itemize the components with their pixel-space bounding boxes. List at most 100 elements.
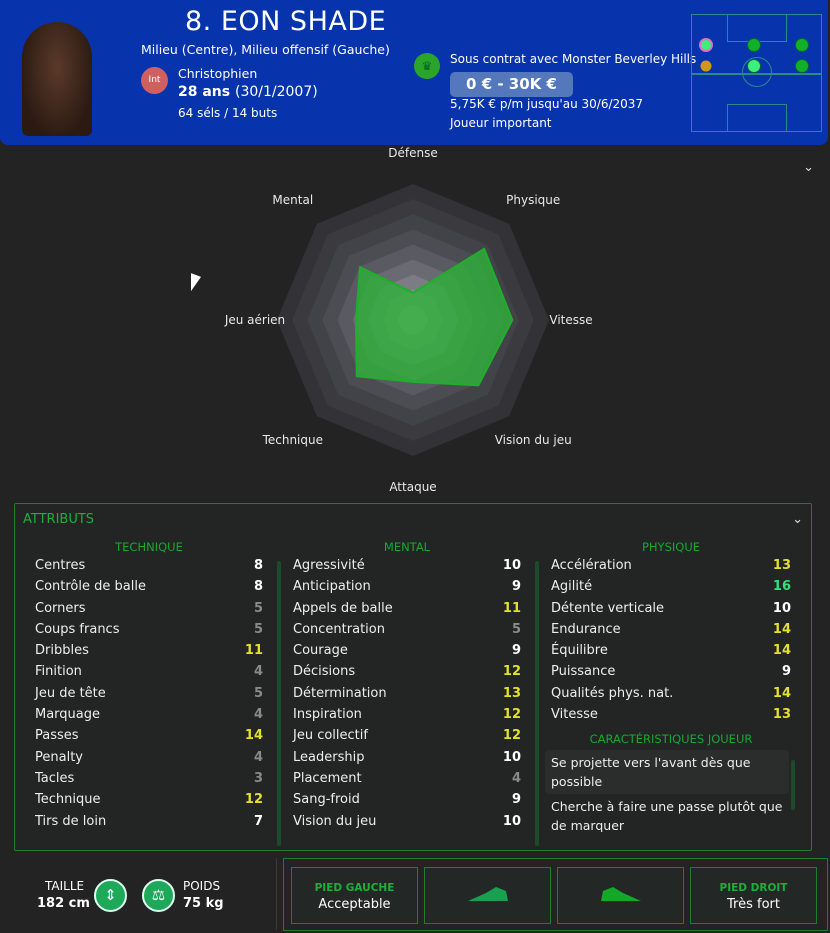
attribute-row[interactable]: Agilité 16 (551, 579, 791, 600)
attribute-row[interactable]: Accélération 13 (551, 558, 791, 579)
radar-axis-label: Défense (388, 146, 438, 160)
attribute-row[interactable]: Leadership 10 (293, 750, 521, 771)
attribute-row[interactable]: Jeu collectif 12 (293, 728, 521, 749)
attribute-value: 13 (772, 707, 791, 723)
attribute-value: 4 (511, 770, 521, 786)
attribute-name: Appels de balle (293, 600, 393, 616)
attribute-row[interactable]: Finition 4 (35, 664, 263, 685)
attribute-value: 12 (502, 664, 521, 680)
weight-icon: ⚖ (142, 879, 175, 912)
player-header: 8. EON SHADE Milieu (Centre), Milieu off… (0, 0, 828, 145)
attribute-row[interactable]: Détente verticale 10 (551, 601, 791, 622)
scrollbar[interactable] (535, 561, 539, 846)
position-dot (747, 38, 761, 52)
player-photo (22, 22, 92, 136)
chevron-down-icon[interactable]: ⌄ (803, 160, 814, 175)
technique-heading: TECHNIQUE (115, 540, 183, 554)
attribute-value: 9 (781, 664, 791, 680)
attribute-value: 10 (502, 749, 521, 765)
attribute-value: 3 (253, 770, 263, 786)
attribute-row[interactable]: Endurance 14 (551, 622, 791, 643)
attribute-row[interactable]: Placement 4 (293, 771, 521, 792)
attribute-name: Détente verticale (551, 600, 665, 616)
attribute-name: Vitesse (551, 707, 598, 723)
attribute-row[interactable]: Inspiration 12 (293, 707, 521, 728)
position-dot (795, 38, 809, 52)
attribute-value: 12 (244, 792, 263, 808)
attribute-name: Dribbles (35, 643, 89, 659)
left-foot-value: Acceptable (318, 897, 391, 912)
mental-heading: MENTAL (383, 540, 431, 554)
attribute-row[interactable]: Décisions 12 (293, 664, 521, 685)
attribute-value: 10 (502, 558, 521, 573)
club-logo-icon[interactable]: ♛ (414, 53, 440, 79)
attribute-name: Jeu collectif (293, 728, 368, 744)
attribute-row[interactable]: Équilibre 14 (551, 643, 791, 664)
attribute-value: 8 (253, 558, 263, 573)
attribute-value: 11 (244, 643, 263, 659)
traits-scrollbar[interactable] (791, 760, 795, 810)
weight-value: 75 kg (183, 896, 224, 911)
attribute-row[interactable]: Concentration 5 (293, 622, 521, 643)
attribute-name: Leadership (293, 749, 365, 765)
feet-panel: PIED GAUCHE Acceptable PIED DROIT Très f… (283, 858, 828, 931)
appearances: 64 séls / 14 buts (178, 106, 278, 120)
attribute-row[interactable]: Technique 12 (35, 792, 263, 813)
right-boot-card (557, 867, 684, 924)
attribute-row[interactable]: Puissance 9 (551, 664, 791, 685)
attribute-row[interactable]: Agressivité 10 (293, 558, 521, 579)
attribute-row[interactable]: Centres 8 (35, 558, 263, 579)
player-age: 28 ans (30/1/2007) (178, 84, 318, 100)
attribute-value: 9 (511, 643, 521, 659)
attribute-name: Corners (35, 600, 86, 616)
attribute-name: Détermination (293, 685, 387, 701)
attribute-value: 4 (253, 664, 263, 680)
attribute-row[interactable]: Coups francs 5 (35, 622, 263, 643)
attribute-row[interactable]: Vision du jeu 10 (293, 814, 521, 835)
attribute-row[interactable]: Qualités phys. nat. 14 (551, 686, 791, 707)
attribute-row[interactable]: Tirs de loin 7 (35, 814, 263, 835)
physique-heading: PHYSIQUE (641, 540, 701, 554)
radar-axis-label: Jeu aérien (224, 313, 286, 327)
attribute-row[interactable]: Tacles 3 (35, 771, 263, 792)
attribute-row[interactable]: Appels de balle 11 (293, 601, 521, 622)
position-dot (747, 59, 761, 73)
player-name: 8. EON SHADE (185, 6, 387, 37)
contract-wage: 5,75K € p/m jusqu'au 30/6/2037 (450, 97, 644, 111)
right-foot-value: Très fort (727, 897, 780, 912)
attribute-name: Technique (35, 792, 101, 808)
left-boot-card (424, 867, 551, 924)
attribute-row[interactable]: Dribbles 11 (35, 643, 263, 664)
attribute-value: 12 (502, 728, 521, 744)
dob: (30/1/2007) (234, 84, 318, 100)
attribute-name: Contrôle de balle (35, 579, 146, 595)
attribute-value: 13 (502, 685, 521, 701)
attribute-name: Endurance (551, 621, 621, 637)
attribute-name: Anticipation (293, 579, 371, 595)
attribute-name: Inspiration (293, 707, 362, 723)
attribute-name: Agilité (551, 579, 593, 595)
attribute-row[interactable]: Vitesse 13 (551, 707, 791, 728)
nationality[interactable]: Christophien (178, 66, 258, 81)
chevron-down-icon[interactable]: ⌄ (792, 512, 803, 527)
attribute-row[interactable]: Détermination 13 (293, 686, 521, 707)
international-badge: Int (141, 67, 168, 94)
attributes-panel: ATTRIBUTS ⌄ TECHNIQUE Centres 8 Contrôle d… (14, 503, 812, 851)
attribute-row[interactable]: Penalty 4 (35, 750, 263, 771)
age: 28 ans (178, 84, 231, 100)
scrollbar[interactable] (277, 561, 281, 846)
contract-club[interactable]: Sous contrat avec Monster Beverley Hills (450, 52, 697, 66)
attribute-row[interactable]: Contrôle de balle 8 (35, 579, 263, 600)
attribute-value: 10 (772, 600, 791, 616)
attribute-row[interactable]: Courage 9 (293, 643, 521, 664)
attribute-row[interactable]: Passes 14 (35, 728, 263, 749)
attribute-row[interactable]: Marquage 4 (35, 707, 263, 728)
position-pitch (691, 14, 822, 132)
attribute-name: Centres (35, 558, 86, 573)
attribute-row[interactable]: Jeu de tête 5 (35, 686, 263, 707)
attribute-row[interactable]: Sang-froid 9 (293, 792, 521, 813)
attribute-row[interactable]: Anticipation 9 (293, 579, 521, 600)
attribute-name: Qualités phys. nat. (551, 685, 674, 701)
attribute-row[interactable]: Corners 5 (35, 601, 263, 622)
attribute-name: Tirs de loin (35, 813, 107, 829)
